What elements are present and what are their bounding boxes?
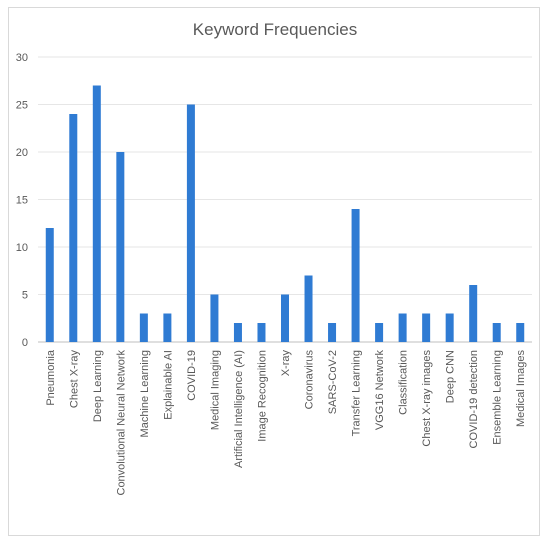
x-category-label: Convolutional Neural Network bbox=[115, 350, 127, 496]
bar bbox=[210, 294, 219, 342]
chart-title: Keyword Frequencies bbox=[193, 20, 357, 39]
x-category-label: Deep CNN bbox=[445, 350, 457, 403]
x-category-label: Image Recognition bbox=[256, 350, 268, 442]
x-category-label: Pneumonia bbox=[45, 349, 57, 406]
bar bbox=[116, 152, 125, 342]
bar bbox=[186, 104, 195, 342]
x-category-label: COVID-19 detection bbox=[468, 350, 480, 448]
y-tick-label: 25 bbox=[16, 100, 28, 112]
bar bbox=[351, 209, 360, 342]
bar bbox=[281, 294, 289, 342]
bars bbox=[45, 85, 525, 342]
x-category-label: VGG16 Network bbox=[374, 350, 386, 431]
bar bbox=[257, 323, 266, 342]
x-category-label: Coronavirus bbox=[304, 350, 316, 410]
y-tick-label: 30 bbox=[16, 52, 28, 64]
x-category-label: Explainable AI bbox=[162, 350, 174, 420]
x-category-label: Chest X-ray images bbox=[421, 350, 433, 447]
x-category-label: SARS-CoV-2 bbox=[327, 350, 339, 414]
x-category-label: Ensemble Learning bbox=[492, 350, 504, 445]
bar bbox=[163, 313, 172, 342]
y-tick-label: 15 bbox=[16, 195, 28, 207]
y-tick-label: 5 bbox=[22, 290, 28, 302]
bar bbox=[516, 323, 525, 342]
x-category-label: Deep Learning bbox=[92, 350, 104, 422]
x-category-label: Medical Imaging bbox=[209, 350, 221, 430]
y-tick-label: 10 bbox=[16, 242, 28, 254]
bar bbox=[422, 313, 431, 342]
bar bbox=[445, 313, 454, 342]
bar bbox=[469, 285, 478, 342]
x-category-label: Machine Learning bbox=[139, 350, 151, 437]
x-category-label: X-ray bbox=[280, 350, 292, 377]
bar bbox=[45, 228, 54, 342]
bar bbox=[492, 323, 501, 342]
x-category-label: Chest X-ray bbox=[68, 350, 80, 409]
x-category-label: Transfer Learning bbox=[351, 350, 363, 436]
bar bbox=[398, 313, 407, 342]
bar bbox=[304, 275, 313, 342]
y-axis-ticks: 0 5 10 15 20 25 30 bbox=[16, 52, 28, 349]
x-category-label: Medical Images bbox=[515, 350, 527, 428]
y-tick-label: 0 bbox=[22, 337, 28, 349]
bar bbox=[375, 323, 384, 342]
x-axis-labels: Pneumonia Chest X-ray Deep Learning Convolu… bbox=[45, 349, 527, 495]
bar bbox=[328, 323, 337, 342]
bar bbox=[69, 114, 78, 342]
bar bbox=[92, 85, 101, 342]
bar bbox=[139, 313, 148, 342]
x-category-label: COVID-19 bbox=[186, 350, 198, 401]
bar bbox=[233, 323, 242, 342]
x-category-label: Classification bbox=[398, 350, 410, 415]
x-category-label: Artificial Intelligence (AI) bbox=[233, 350, 245, 468]
y-tick-label: 20 bbox=[16, 147, 28, 159]
